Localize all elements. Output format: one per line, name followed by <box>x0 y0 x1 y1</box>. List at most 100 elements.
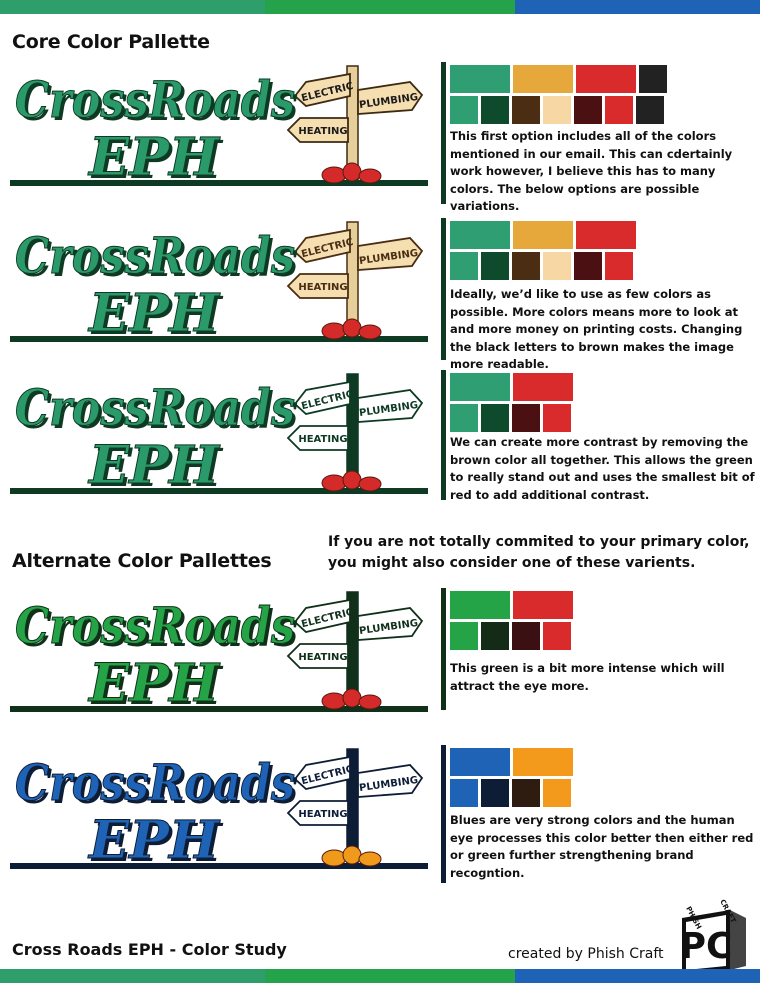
svg-text:CrossRoads: CrossRoads <box>18 381 298 440</box>
svg-text:EPH: EPH <box>90 813 224 874</box>
svg-text:CrossRoads: CrossRoads <box>15 753 295 812</box>
palette-divider-line <box>441 218 446 360</box>
color-swatch <box>639 65 667 93</box>
color-swatch <box>481 252 509 280</box>
bottom-bar-green-left <box>0 969 265 983</box>
rocks-icon <box>321 470 382 492</box>
sign-plumbing: PLUMBING <box>357 81 424 115</box>
maker-logo-letters: PC <box>680 926 733 967</box>
sign-electric: ELECTRIC <box>293 598 354 633</box>
crossroads-logo: ELECTRIC PLUMBING HEATING CrossRoads CrossRo… <box>10 588 430 728</box>
footer-title: Cross Roads EPH - Color Study <box>12 940 287 959</box>
color-swatch <box>512 404 540 432</box>
color-swatch <box>513 748 573 776</box>
core-palette-title: Core Color Pallette <box>12 31 210 53</box>
svg-text:CrossRoads: CrossRoads <box>15 226 295 285</box>
bottom-bar-green-mid <box>265 969 515 983</box>
top-color-bar <box>0 0 760 14</box>
palette-description: This green is a bit more intense which w… <box>450 661 725 693</box>
sign-plumbing: PLUMBING <box>357 389 424 423</box>
color-swatch <box>543 252 571 280</box>
palette-divider-line <box>441 370 446 500</box>
svg-text:HEATING: HEATING <box>298 126 347 137</box>
color-swatch <box>481 779 509 807</box>
color-swatch <box>512 622 540 650</box>
crossroads-logo: ELECTRIC PLUMBING HEATING CrossRoads CrossRo… <box>10 370 430 510</box>
palette-divider-line <box>441 588 446 710</box>
sign-plumbing: PLUMBING <box>357 764 424 798</box>
color-swatch <box>574 252 602 280</box>
color-swatch <box>543 404 571 432</box>
svg-text:EPH: EPH <box>87 810 221 871</box>
sign-electric: ELECTRIC <box>293 72 354 107</box>
color-swatch <box>513 221 573 249</box>
crossroads-logo: ELECTRIC PLUMBING HEATING CrossRoads CrossRo… <box>10 62 430 202</box>
color-swatch <box>543 96 571 124</box>
svg-text:EPH: EPH <box>87 653 221 714</box>
color-swatch <box>481 96 509 124</box>
sign-electric: ELECTRIC <box>293 228 354 263</box>
color-swatch <box>513 373 573 401</box>
bottom-bar-blue <box>515 969 760 983</box>
sign-plumbing: PLUMBING <box>357 607 424 641</box>
color-swatch <box>450 748 510 776</box>
sign-heating: HEATING <box>286 273 349 299</box>
ground-line <box>10 706 428 712</box>
svg-text:EPH: EPH <box>87 283 221 344</box>
color-swatch <box>574 96 602 124</box>
color-swatch <box>450 404 478 432</box>
color-swatch <box>543 779 571 807</box>
svg-text:EPH: EPH <box>90 438 224 499</box>
svg-text:CrossRoads: CrossRoads <box>18 229 298 288</box>
svg-text:CrossRoads: CrossRoads <box>15 70 295 129</box>
sign-heating: HEATING <box>286 425 349 451</box>
color-swatch <box>576 221 636 249</box>
color-swatch <box>636 96 664 124</box>
svg-text:HEATING: HEATING <box>298 282 347 293</box>
top-bar-green-mid <box>265 0 515 14</box>
alternate-palette-title: Alternate Color Pallettes <box>12 550 272 572</box>
svg-text:EPH: EPH <box>90 656 224 717</box>
svg-text:EPH: EPH <box>87 435 221 496</box>
sign-electric: ELECTRIC <box>293 380 354 415</box>
rocks-icon <box>321 845 382 867</box>
alternate-intro-text: If you are not totally commited to your … <box>328 534 750 571</box>
sign-heating: HEATING <box>286 800 349 826</box>
color-swatch <box>450 591 510 619</box>
svg-text:CrossRoads: CrossRoads <box>18 599 298 658</box>
color-swatch <box>605 96 633 124</box>
rocks-icon <box>321 688 382 710</box>
palette-description: This first option includes all of the co… <box>450 129 733 213</box>
sign-heating: HEATING <box>286 643 349 669</box>
ground-line <box>10 180 428 186</box>
color-swatch <box>450 96 478 124</box>
ground-line <box>10 863 428 869</box>
svg-text:EPH: EPH <box>90 286 224 347</box>
footer-credit: created by Phish Craft <box>508 946 664 962</box>
palette-description: Blues are very strong colors and the hum… <box>450 813 754 880</box>
color-swatch <box>513 591 573 619</box>
svg-text:HEATING: HEATING <box>298 809 347 820</box>
rocks-icon <box>321 162 382 184</box>
color-swatch <box>512 252 540 280</box>
top-bar-green-left <box>0 0 265 14</box>
crossroads-logo: ELECTRIC PLUMBING HEATING CrossRoads CrossRo… <box>10 745 430 885</box>
color-swatch <box>513 65 573 93</box>
color-swatch <box>450 373 510 401</box>
color-swatch <box>450 622 478 650</box>
color-swatch <box>450 779 478 807</box>
bottom-color-bar <box>0 969 760 983</box>
color-swatch <box>450 252 478 280</box>
sign-plumbing: PLUMBING <box>357 237 424 271</box>
svg-text:CrossRoads: CrossRoads <box>15 596 295 655</box>
color-swatch <box>450 65 510 93</box>
color-swatch <box>512 96 540 124</box>
palette-description: We can create more contrast by removing … <box>450 435 755 502</box>
svg-text:HEATING: HEATING <box>298 652 347 663</box>
sign-heating: HEATING <box>286 117 349 143</box>
sign-electric: ELECTRIC <box>293 755 354 790</box>
